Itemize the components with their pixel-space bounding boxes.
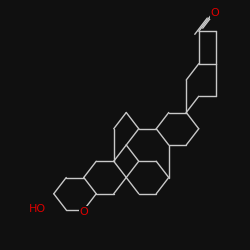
Text: O: O [210, 8, 220, 18]
Text: O: O [80, 207, 88, 217]
Text: HO: HO [28, 204, 46, 214]
